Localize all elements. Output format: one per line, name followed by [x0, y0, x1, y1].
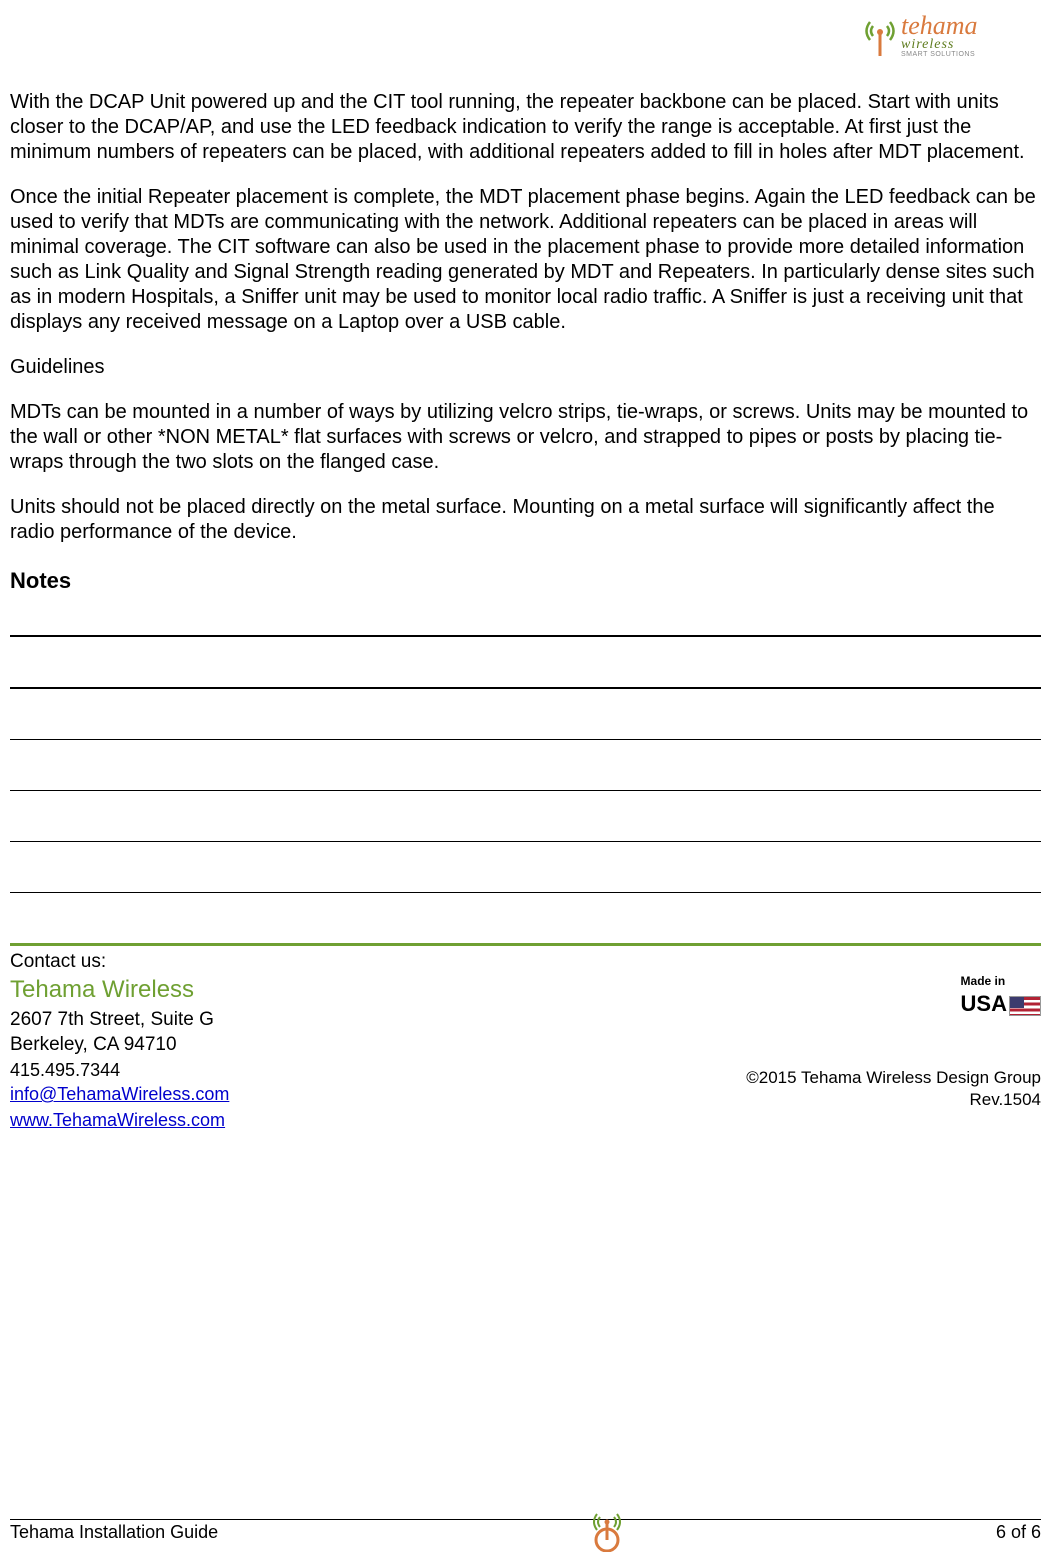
made-in-usa-badge: Made in USA — [961, 973, 1041, 1019]
logo-text: tehama wireless SMART SOLUTIONS — [901, 14, 978, 59]
logo-tagline: SMART SOLUTIONS — [901, 52, 978, 59]
header-logo: tehama wireless SMART SOLUTIONS — [865, 6, 1035, 66]
website-link[interactable]: www.TehamaWireless.com — [10, 1110, 225, 1130]
footer-doc-title: Tehama Installation Guide — [10, 1522, 218, 1543]
made-in-label: Made in — [961, 973, 1039, 989]
revision-text: Rev.1504 — [746, 1089, 1041, 1111]
usa-flag-icon — [1009, 996, 1041, 1016]
antenna-icon — [865, 16, 895, 56]
logo-line2: wireless — [901, 38, 978, 51]
note-line — [10, 892, 1041, 893]
note-line — [10, 635, 1041, 637]
email-link[interactable]: info@TehamaWireless.com — [10, 1084, 229, 1104]
note-line — [10, 841, 1041, 842]
logo-line1: tehama — [901, 14, 978, 39]
paragraph-1: With the DCAP Unit powered up and the CI… — [10, 90, 1041, 165]
notes-heading: Notes — [10, 567, 1041, 595]
contact-heading: Contact us: — [10, 949, 1041, 975]
footer-page-number: 6 of 6 — [996, 1522, 1041, 1543]
address-line2: Berkeley, CA 94710 — [10, 1032, 1041, 1058]
footer-rule — [10, 1519, 1041, 1520]
paragraph-4: Units should not be placed directly on t… — [10, 495, 1041, 545]
notes-lines — [10, 635, 1041, 893]
note-line — [10, 739, 1041, 740]
company-name: Tehama Wireless — [10, 974, 1041, 1006]
copyright-block: ©2015 Tehama Wireless Design Group Rev.1… — [746, 1067, 1041, 1111]
paragraph-3: MDTs can be mounted in a number of ways … — [10, 400, 1041, 475]
page-content: With the DCAP Unit powered up and the CI… — [10, 90, 1041, 1133]
address-line1: 2607 7th Street, Suite G — [10, 1007, 1041, 1033]
note-line — [10, 687, 1041, 689]
contact-separator — [10, 943, 1041, 946]
note-line — [10, 790, 1041, 791]
guidelines-heading: Guidelines — [10, 355, 1041, 380]
contact-block: Contact us: Tehama Wireless 2607 7th Str… — [10, 949, 1041, 1134]
footer-logo-icon — [587, 1512, 627, 1552]
copyright-text: ©2015 Tehama Wireless Design Group — [746, 1067, 1041, 1089]
page-footer: Tehama Installation Guide 6 of 6 — [10, 1519, 1041, 1552]
country-label: USA — [961, 991, 1007, 1016]
paragraph-2: Once the initial Repeater placement is c… — [10, 185, 1041, 335]
